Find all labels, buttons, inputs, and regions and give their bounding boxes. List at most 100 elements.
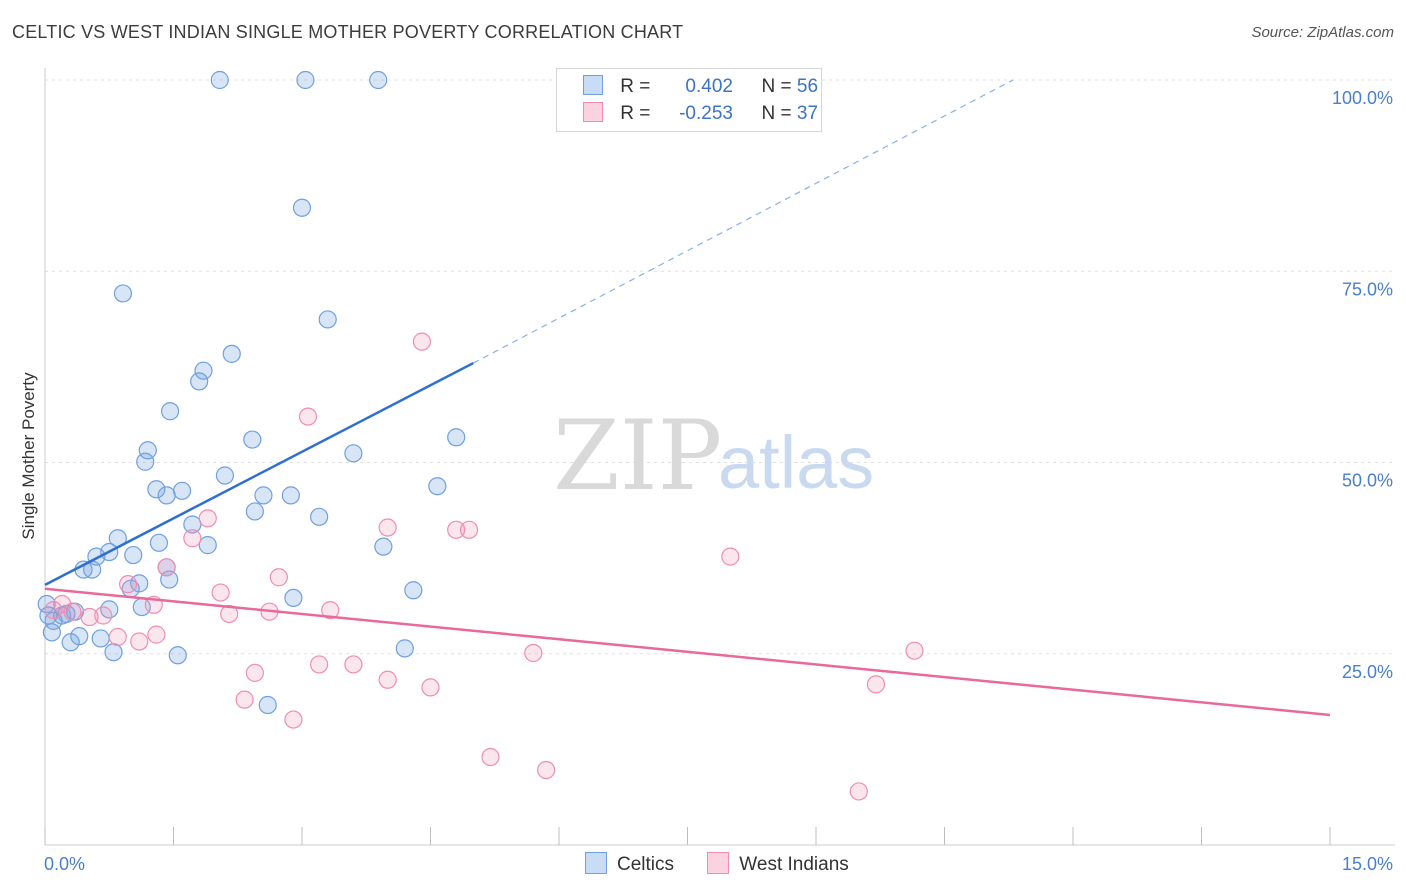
- west-indians-point: [147, 625, 166, 644]
- celtics-point: [258, 695, 277, 715]
- x-tick-label: 0.0%: [44, 854, 85, 874]
- legend-r-value: 0.402: [685, 76, 733, 97]
- west-indians-point: [220, 604, 239, 624]
- celtics-point: [310, 507, 329, 526]
- west-indians-point: [721, 547, 740, 566]
- legend-label-celtics: Celtics: [617, 854, 675, 875]
- celtics-trendline: [44, 361, 474, 587]
- west-indians-point: [63, 602, 82, 621]
- trendlines: [44, 79, 1331, 717]
- celtics-point: [194, 361, 213, 380]
- celtics-point: [243, 430, 262, 449]
- legend-r-value: -0.253: [679, 103, 733, 124]
- legend-swatch-west-indians: [583, 102, 603, 122]
- legend-swatch-celtics: [583, 75, 603, 95]
- tick-labels: 25.0% 50.0% 75.0% 100.0% 0.0% 15.0%: [44, 88, 1393, 874]
- celtics-point: [447, 428, 466, 447]
- west-indians-point: [44, 601, 63, 620]
- celtics-point: [44, 611, 63, 630]
- celtics-point: [104, 643, 123, 662]
- west-indians-point: [157, 558, 176, 577]
- west-indians-point: [183, 529, 202, 548]
- west-indians-point: [447, 520, 466, 539]
- west-indians-point: [108, 627, 127, 647]
- west-indians-point: [130, 632, 149, 651]
- west-indians-point: [211, 583, 230, 602]
- celtics-point: [136, 452, 155, 471]
- west-indians-point: [459, 520, 479, 539]
- celtics-point: [138, 441, 157, 460]
- celtics-point: [198, 536, 217, 555]
- celtics-point: [374, 537, 393, 556]
- celtics-point: [210, 70, 229, 90]
- celtics-point: [157, 486, 176, 505]
- celtics-point: [61, 633, 80, 652]
- west-indians-point: [245, 663, 264, 682]
- west-indians-point: [537, 760, 556, 780]
- celtics-point: [284, 588, 303, 608]
- celtics-point: [318, 310, 337, 329]
- celtics-point: [124, 545, 143, 565]
- celtics-point: [296, 70, 315, 90]
- west-indians-point: [198, 509, 217, 528]
- west-indians-point: [321, 601, 340, 620]
- celtics-point: [222, 344, 241, 363]
- west-indians-point: [849, 782, 868, 801]
- legend-row-celtics: R = 0.402 N = 56: [583, 75, 818, 99]
- watermark-zip: ZIP: [553, 400, 722, 512]
- y-tick-label: 75.0%: [1342, 279, 1393, 299]
- legend-n-label: N =: [761, 103, 792, 124]
- celtics-point: [42, 623, 61, 642]
- celtics-point: [37, 594, 56, 614]
- celtics-point: [190, 372, 209, 391]
- west-indians-point: [412, 332, 432, 351]
- legend: R = 0.402 N = 56 R = -0.253 N = 37: [556, 68, 822, 132]
- axes: [44, 68, 1395, 846]
- x-tick-label: 15.0%: [1342, 854, 1393, 874]
- watermark-atlas: atlas: [718, 421, 874, 504]
- bottom-legend: Celtics West Indians: [585, 852, 877, 876]
- series-west-indians: [44, 332, 924, 801]
- west-indians-point: [269, 568, 288, 587]
- celtics-point: [369, 70, 388, 90]
- west-indians-point: [378, 670, 397, 689]
- west-indians-point: [118, 575, 138, 594]
- legend-label-west-indians: West Indians: [739, 854, 849, 875]
- west-indians-point: [310, 655, 329, 674]
- celtics-point: [113, 284, 133, 303]
- celtics-point: [183, 515, 202, 534]
- legend-r-label: R =: [620, 103, 651, 124]
- watermark: ZIP atlas: [553, 400, 874, 512]
- celtics-point: [404, 581, 423, 600]
- west-indians-point: [481, 747, 500, 767]
- y-axis-label: Single Mother Poverty: [19, 372, 38, 540]
- celtics-point: [215, 466, 234, 485]
- source-label: Source: ZipAtlas.com: [1251, 24, 1394, 41]
- legend-n-value: 56: [796, 76, 819, 97]
- legend-swatch-celtics: [585, 852, 607, 874]
- celtics-point: [168, 646, 187, 665]
- west-indians-trendline: [44, 587, 1331, 717]
- west-indians-point: [378, 518, 397, 537]
- legend-row-west-indians: R = -0.253 N = 37: [583, 102, 818, 126]
- celtics-point: [160, 402, 180, 421]
- west-indians-point: [344, 655, 363, 674]
- west-indians-point: [80, 607, 99, 627]
- celtics-point: [395, 639, 414, 658]
- legend-n-label: N =: [761, 76, 792, 97]
- chart-title: CELTIC VS WEST INDIAN SINGLE MOTHER POVE…: [12, 22, 684, 42]
- y-tick-label: 100.0%: [1332, 88, 1393, 108]
- y-tick-label: 50.0%: [1342, 471, 1393, 491]
- celtics-point: [172, 481, 192, 500]
- legend-swatch-west-indians: [707, 852, 730, 874]
- series-celtics: [37, 70, 466, 715]
- west-indians-point: [94, 606, 113, 625]
- west-indians-point: [421, 678, 440, 697]
- legend-r-label: R =: [620, 76, 651, 97]
- west-indians-point: [905, 641, 924, 660]
- celtics-trendline-extension: [473, 79, 1014, 364]
- celtics-point: [281, 486, 300, 505]
- bottom-legend-celtics: Celtics: [585, 852, 674, 876]
- celtics-point: [147, 480, 166, 499]
